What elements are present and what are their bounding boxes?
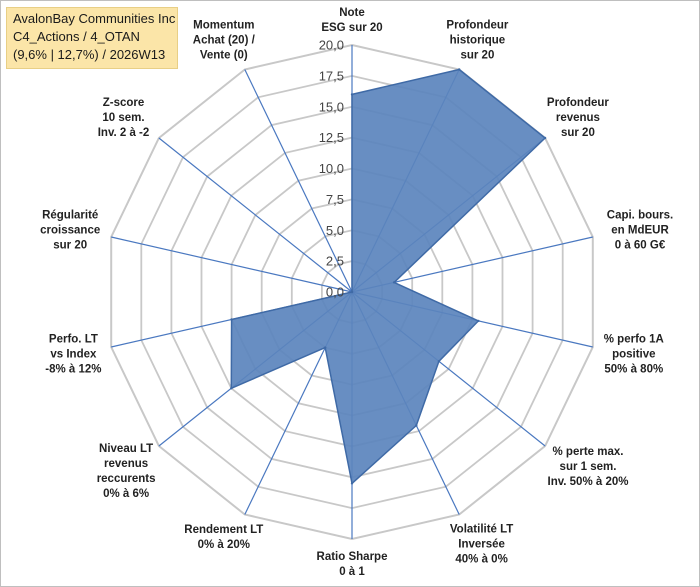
stats-line: (9,6% | 12,7%) / 2026W13 [13,47,166,62]
axis-label-9: Niveau LT revenus reccurents 0% à 6% [97,443,156,500]
axis-label-0: Note ESG sur 20 [321,7,382,34]
tick-label: 12,5 [319,130,344,145]
data-point-3 [392,281,396,284]
tick-label: 0,0 [326,285,344,300]
axis-label-2: Profondeur revenus sur 20 [547,97,609,139]
axis-label-4: % perfo 1A positive 50% à 80% [604,334,664,376]
data-point-5 [437,360,441,363]
radar-axis-labels: Note ESG sur 20 Profondeur historique sur 20… [40,7,673,578]
axis-label-8: Rendement LT 0% à 20% [184,524,263,551]
axis-label-12: Z-score 10 sem. Inv. 2 à -2 [98,97,150,139]
radar-series [230,68,547,485]
spoke-13 [244,69,353,293]
axis-label-5: % perte max. sur 1 sem. Inv. 50% à 20% [548,446,629,488]
spoke-11 [111,236,353,293]
series-area [230,68,546,485]
axis-label-1: Profondeur historique sur 20 [446,20,508,62]
data-point-10 [230,318,233,321]
tick-label: 17,5 [319,68,344,83]
axis-label-3: Capi. bours. en MdEUR 0 à 60 G€ [607,209,673,251]
data-point-13 [350,290,354,294]
tick-label: 20,0 [319,38,344,53]
data-point-2 [543,136,547,140]
data-point-9 [230,387,233,390]
axis-label-7: Ratio Sharpe 0 à 1 [317,551,388,578]
axis-label-10: Perfo. LT vs Index -8% à 12% [45,334,101,376]
axis-label-6: Volatilité LT Inversée 40% à 0% [450,523,513,565]
company-name: AvalonBay Communities Inc [13,11,176,26]
spoke-12 [158,137,353,293]
data-point-7 [350,482,354,485]
tick-label: 10,0 [319,161,344,176]
data-point-6 [415,424,418,427]
tick-label: 2,5 [326,254,344,269]
tick-label: 7,5 [326,192,344,207]
data-point-8 [324,346,327,349]
axis-label-11: Régularité croissance sur 20 [40,209,100,251]
tick-label: 15,0 [319,99,344,114]
category-line: C4_Actions / 4_OTAN [13,29,140,44]
data-point-1 [458,68,461,71]
tick-label: 5,0 [326,223,344,238]
axis-label-13: Momentum Achat (20) / Vente (0) [193,20,256,62]
data-point-4 [477,319,480,323]
chart-title-box: AvalonBay Communities Inc C4_Actions / 4… [6,7,178,69]
radar-tick-labels: 0,0 2,5 5,0 7,5 10,0 12,5 15,0 17,5 20,0 [319,38,344,300]
data-point-0 [350,93,354,96]
